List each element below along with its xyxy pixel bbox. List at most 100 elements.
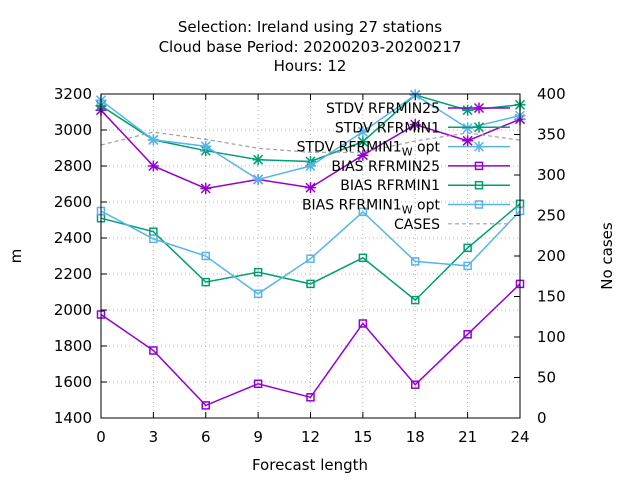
legend-label-name: STDV RFRMIN1 <box>335 120 440 136</box>
legend-entry: BIAS RFRMIN25 <box>331 159 510 175</box>
legend-label: STDV RFRMIN1 <box>335 120 440 136</box>
y-tick-label: 2600 <box>54 193 92 211</box>
legend-label: STDV RFRMIN1W opt <box>297 140 441 159</box>
y-tick-label: 2000 <box>54 301 92 319</box>
data-point <box>409 119 421 131</box>
x-tick-label: 15 <box>353 428 372 446</box>
legend-entry: BIAS RFRMIN1W opt <box>302 198 510 217</box>
legend-label-name: BIAS RFRMIN1 <box>340 178 440 194</box>
data-point <box>357 149 369 161</box>
legend-label-suffix: opt <box>413 198 441 214</box>
series-line <box>100 283 521 407</box>
x-tick-label: 0 <box>96 428 106 446</box>
legend-label: STDV RFRMIN25 <box>326 101 440 117</box>
data-point <box>411 257 420 266</box>
series-line <box>100 203 521 302</box>
data-point <box>201 251 210 261</box>
y2-tick-label: 50 <box>537 369 556 387</box>
data-point <box>358 207 368 217</box>
data-point <box>306 393 315 402</box>
legend-label-subscript: W <box>402 204 413 217</box>
data-point <box>411 295 420 305</box>
legend-entry: STDV RFRMIN1 <box>335 120 510 136</box>
legend-entry: CASES <box>394 217 510 233</box>
y2-tick-label: 400 <box>537 85 566 103</box>
legend-marker <box>474 161 484 171</box>
legend-label: BIAS RFRMIN1 <box>340 178 440 194</box>
legend-entry: STDV RFRMIN1W opt <box>297 140 510 159</box>
data-point <box>200 183 212 194</box>
x-tick-label: 21 <box>458 428 477 446</box>
legend-label-name: STDV RFRMIN25 <box>326 101 440 117</box>
data-point <box>462 104 474 116</box>
legend: STDV RFRMIN25 STDV RFRMIN1 STDV RFRMIN1W o… <box>297 101 510 233</box>
x-tick-label: 24 <box>510 428 529 446</box>
legend-label-name: BIAS RFRMIN25 <box>331 159 440 175</box>
data-point <box>252 174 264 185</box>
legend-marker <box>473 141 485 153</box>
y-tick-label: 3000 <box>54 121 92 139</box>
data-point <box>147 160 159 172</box>
data-point <box>463 261 472 271</box>
y2-tick-label: 300 <box>537 166 566 184</box>
series-2 <box>95 89 526 185</box>
data-point <box>306 279 315 289</box>
data-point <box>253 267 263 277</box>
legend-marker <box>473 121 485 133</box>
y2-tick-label: 100 <box>537 328 566 346</box>
x-tick-label: 9 <box>253 428 263 446</box>
legend-entry: BIAS RFRMIN1 <box>340 178 510 194</box>
series-layer <box>95 89 526 410</box>
data-point <box>253 379 263 389</box>
legend-marker <box>474 180 484 190</box>
data-point <box>147 134 159 146</box>
data-point <box>462 135 474 147</box>
y-tick-label: 1400 <box>54 409 92 427</box>
legend-label-suffix: opt <box>413 140 441 156</box>
y2-tick-label: 350 <box>537 126 566 144</box>
x-axis-label: Forecast length <box>252 456 368 474</box>
x-tick-label: 6 <box>201 428 211 446</box>
ticks: 0 3 6 9 12 15 18 21 2414001600180020002200240026… <box>54 85 566 446</box>
data-point <box>358 253 368 263</box>
legend-marker <box>474 200 484 209</box>
legend-label: BIAS RFRMIN25 <box>331 159 440 175</box>
x-tick-label: 18 <box>406 428 425 446</box>
series-4 <box>96 199 525 305</box>
y2-tick-label: 250 <box>537 207 566 225</box>
legend-label-name: CASES <box>394 217 440 233</box>
legend-label: CASES <box>394 217 440 233</box>
data-point <box>306 254 315 263</box>
data-point <box>305 182 316 194</box>
y-tick-label: 3200 <box>54 85 92 103</box>
data-point <box>305 160 316 172</box>
chart-title-line-3: Hours: 12 <box>274 57 347 75</box>
y2-tick-label: 0 <box>537 409 547 427</box>
legend-label: BIAS RFRMIN1W opt <box>302 198 441 217</box>
data-point <box>357 126 369 138</box>
data-point <box>200 140 212 152</box>
y2-tick-label: 200 <box>537 247 566 265</box>
y-axis-label: m <box>7 249 25 264</box>
legend-label-subscript: W <box>402 146 413 159</box>
data-point <box>357 136 369 148</box>
series-line <box>100 131 521 153</box>
series-line <box>100 210 521 295</box>
y2-tick-label: 150 <box>537 288 566 306</box>
data-point <box>201 277 210 287</box>
data-point <box>149 346 158 355</box>
y-tick-label: 2800 <box>54 157 92 175</box>
data-point <box>201 401 210 410</box>
legend-entry: STDV RFRMIN25 <box>326 101 510 117</box>
series-6 <box>100 131 521 153</box>
chart-title-line-1: Selection: Ireland using 27 stations <box>178 18 442 36</box>
series-3 <box>96 279 525 410</box>
data-point <box>252 154 264 166</box>
data-point <box>253 289 263 299</box>
data-point <box>462 122 474 134</box>
data-point <box>358 319 368 328</box>
y-tick-label: 2200 <box>54 265 92 283</box>
y-tick-label: 1600 <box>54 373 92 391</box>
legend-label-name: BIAS RFRMIN1 <box>302 198 402 214</box>
